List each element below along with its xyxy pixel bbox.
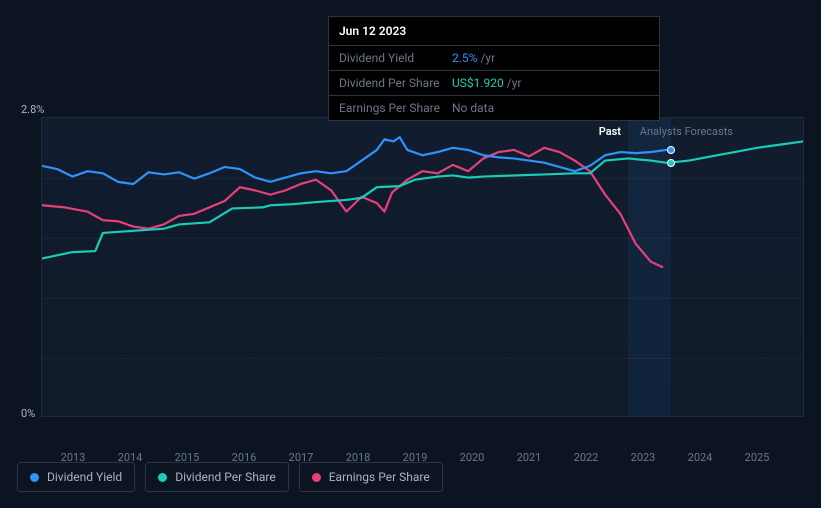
tooltip-row: Dividend Yield2.5%/yr — [329, 46, 659, 71]
legend-dividend-yield[interactable]: Dividend Yield — [17, 462, 135, 492]
tooltip-date: Jun 12 2023 — [329, 17, 659, 46]
tooltip-row: Dividend Per ShareUS$1.920/yr — [329, 71, 659, 96]
legend-label: Dividend Yield — [47, 470, 122, 484]
tooltip-label: Dividend Yield — [339, 51, 452, 65]
y-axis-min: 0% — [21, 407, 35, 420]
legend-label: Dividend Per Share — [175, 470, 276, 484]
x-tick: 2021 — [517, 451, 542, 464]
data-marker — [667, 159, 675, 167]
legend-dot — [158, 473, 167, 482]
tooltip-value: US$1.920 — [452, 76, 504, 90]
y-axis-max: 2.8% — [21, 103, 44, 116]
legend-dividend-per-share[interactable]: Dividend Per Share — [145, 462, 289, 492]
tooltip-value: No data — [452, 101, 494, 115]
tooltip-unit: /yr — [507, 76, 522, 90]
legend-dot — [312, 473, 321, 482]
data-marker — [667, 146, 675, 154]
tooltip-label: Dividend Per Share — [339, 76, 452, 90]
legend: Dividend Yield Dividend Per Share Earnin… — [17, 462, 443, 492]
tooltip-row: Earnings Per ShareNo data — [329, 96, 659, 120]
x-tick: 2020 — [460, 451, 485, 464]
chart-tooltip: Jun 12 2023 Dividend Yield2.5%/yrDividen… — [328, 16, 660, 121]
x-tick: 2024 — [688, 451, 713, 464]
tooltip-label: Earnings Per Share — [339, 101, 452, 115]
x-tick: 2023 — [631, 451, 656, 464]
tooltip-value: 2.5% — [452, 51, 477, 65]
legend-earnings-per-share[interactable]: Earnings Per Share — [299, 462, 443, 492]
legend-label: Earnings Per Share — [329, 470, 430, 484]
chart-lines — [42, 118, 803, 416]
legend-dot — [30, 473, 39, 482]
x-tick: 2022 — [574, 451, 599, 464]
chart-plot[interactable]: Past Analysts Forecasts — [41, 117, 804, 417]
chart-area: 2.8% 0% Past Analysts Forecasts 20132014… — [17, 105, 804, 425]
x-tick: 2025 — [745, 451, 770, 464]
tooltip-unit: /yr — [480, 51, 495, 65]
